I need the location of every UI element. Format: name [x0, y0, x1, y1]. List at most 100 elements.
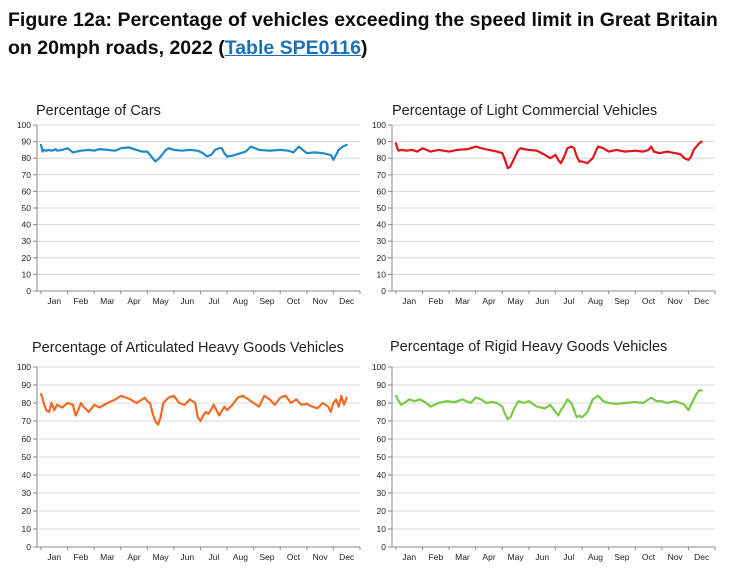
- x-tick-label: Mar: [100, 552, 115, 562]
- y-tick-label: 40: [22, 220, 32, 230]
- x-tick-label: Oct: [287, 296, 301, 306]
- y-tick-label: 60: [377, 434, 387, 444]
- y-tick-label: 100: [17, 362, 31, 372]
- y-tick-label: 70: [22, 416, 32, 426]
- x-tick-label: Oct: [287, 552, 301, 562]
- x-tick-label: Feb: [74, 296, 89, 306]
- y-tick-label: 90: [22, 380, 32, 390]
- x-tick-label: Dec: [694, 552, 710, 562]
- chart-cars: 0 10 20 30 40 50 60 70 80 90 100 Jan Feb Mar Apr May Jun…: [17, 120, 361, 306]
- x-tick-label: Aug: [233, 296, 248, 306]
- x-tick-label: Jul: [563, 296, 574, 306]
- chart-lcv: 0 10 20 30 40 50 60 70 80 90 100 Jan Feb Mar Apr May Jun…: [372, 120, 716, 306]
- x-tick-label: Nov: [668, 296, 684, 306]
- y-tick-label: 20: [22, 506, 32, 516]
- x-tick-label: Sep: [614, 552, 629, 562]
- y-tick-label: 10: [377, 269, 387, 279]
- x-tick-label: Jan: [402, 552, 416, 562]
- x-tick-label: Nov: [313, 552, 329, 562]
- y-tick-label: 40: [377, 220, 387, 230]
- y-tick-label: 80: [22, 398, 32, 408]
- x-tick-label: Nov: [668, 552, 684, 562]
- x-tick-label: Mar: [455, 552, 470, 562]
- x-tick-label: Dec: [339, 296, 355, 306]
- x-tick-label: Jan: [47, 552, 61, 562]
- y-tick-label: 90: [377, 137, 387, 147]
- x-tick-label: Jul: [208, 296, 219, 306]
- x-tick-label: Dec: [339, 552, 355, 562]
- x-tick-label: Oct: [642, 552, 656, 562]
- x-tick-label: May: [153, 296, 170, 306]
- y-tick-label: 40: [377, 470, 387, 480]
- y-tick-label: 80: [377, 398, 387, 408]
- y-tick-label: 70: [377, 416, 387, 426]
- chart-title-cars: Percentage of Cars: [36, 103, 161, 119]
- y-tick-label: 70: [22, 170, 32, 180]
- y-tick-label: 100: [372, 120, 386, 130]
- x-tick-label: Mar: [455, 296, 470, 306]
- y-tick-label: 30: [377, 488, 387, 498]
- x-tick-label: Sep: [614, 296, 629, 306]
- chart-title-lcv: Percentage of Light Commercial Vehicles: [392, 103, 658, 119]
- x-tick-label: Feb: [429, 296, 444, 306]
- y-tick-label: 10: [377, 524, 387, 534]
- series-line: [39, 143, 348, 163]
- chart-articulated-hgv: 0 10 20 30 40 50 60 70 80 90 100 Jan Feb Mar Apr May Jun…: [17, 362, 361, 562]
- figure-title: Figure 12a: Percentage of vehicles excee…: [8, 6, 738, 62]
- x-tick-label: Sep: [259, 552, 274, 562]
- x-tick-label: Jun: [180, 552, 194, 562]
- x-tick-label: Jan: [402, 296, 416, 306]
- x-tick-label: Apr: [482, 552, 495, 562]
- x-tick-label: Mar: [100, 296, 115, 306]
- x-tick-label: May: [508, 296, 525, 306]
- x-tick-label: Aug: [588, 552, 603, 562]
- x-tick-label: Feb: [429, 552, 444, 562]
- y-tick-label: 30: [377, 236, 387, 246]
- y-tick-label: 40: [22, 470, 32, 480]
- y-tick-label: 0: [381, 286, 386, 296]
- y-tick-label: 10: [22, 524, 32, 534]
- y-tick-label: 0: [26, 542, 31, 552]
- y-tick-label: 80: [22, 153, 32, 163]
- y-tick-label: 100: [17, 120, 31, 130]
- x-tick-label: Dec: [694, 296, 710, 306]
- y-tick-label: 90: [377, 380, 387, 390]
- x-tick-label: Apr: [482, 296, 495, 306]
- x-tick-label: Aug: [588, 296, 603, 306]
- x-tick-label: Sep: [259, 296, 274, 306]
- series-line: [39, 392, 348, 426]
- x-tick-label: Jun: [535, 552, 549, 562]
- y-tick-label: 0: [26, 286, 31, 296]
- y-tick-label: 50: [377, 452, 387, 462]
- series-line: [394, 389, 703, 421]
- y-tick-label: 60: [22, 186, 32, 196]
- x-tick-label: Jul: [208, 552, 219, 562]
- table-link[interactable]: Table SPE0116: [224, 37, 361, 59]
- y-tick-label: 30: [22, 488, 32, 498]
- x-tick-label: Jun: [180, 296, 194, 306]
- x-tick-label: May: [508, 552, 525, 562]
- x-tick-label: Aug: [233, 552, 248, 562]
- chart-title-articulated-hgv: Percentage of Articulated Heavy Goods Ve…: [32, 340, 344, 356]
- y-tick-label: 60: [22, 434, 32, 444]
- y-tick-label: 90: [22, 137, 32, 147]
- y-tick-label: 20: [377, 253, 387, 263]
- chart-title-rigid-hgv: Percentage of Rigid Heavy Goods Vehicles: [390, 339, 668, 355]
- y-tick-label: 0: [381, 542, 386, 552]
- y-tick-label: 60: [377, 186, 387, 196]
- x-tick-label: Nov: [313, 296, 329, 306]
- x-tick-label: May: [153, 552, 170, 562]
- series-line: [394, 140, 703, 170]
- x-tick-label: Apr: [127, 296, 140, 306]
- figure-title-suffix: ): [360, 37, 368, 59]
- y-tick-label: 50: [377, 203, 387, 213]
- y-tick-label: 50: [22, 203, 32, 213]
- x-tick-label: Jul: [563, 552, 574, 562]
- x-tick-label: Jan: [47, 296, 61, 306]
- y-tick-label: 30: [22, 236, 32, 246]
- y-tick-label: 80: [377, 153, 387, 163]
- x-tick-label: Feb: [74, 552, 89, 562]
- y-tick-label: 70: [377, 170, 387, 180]
- x-tick-label: Jun: [535, 296, 549, 306]
- x-tick-label: Apr: [127, 552, 140, 562]
